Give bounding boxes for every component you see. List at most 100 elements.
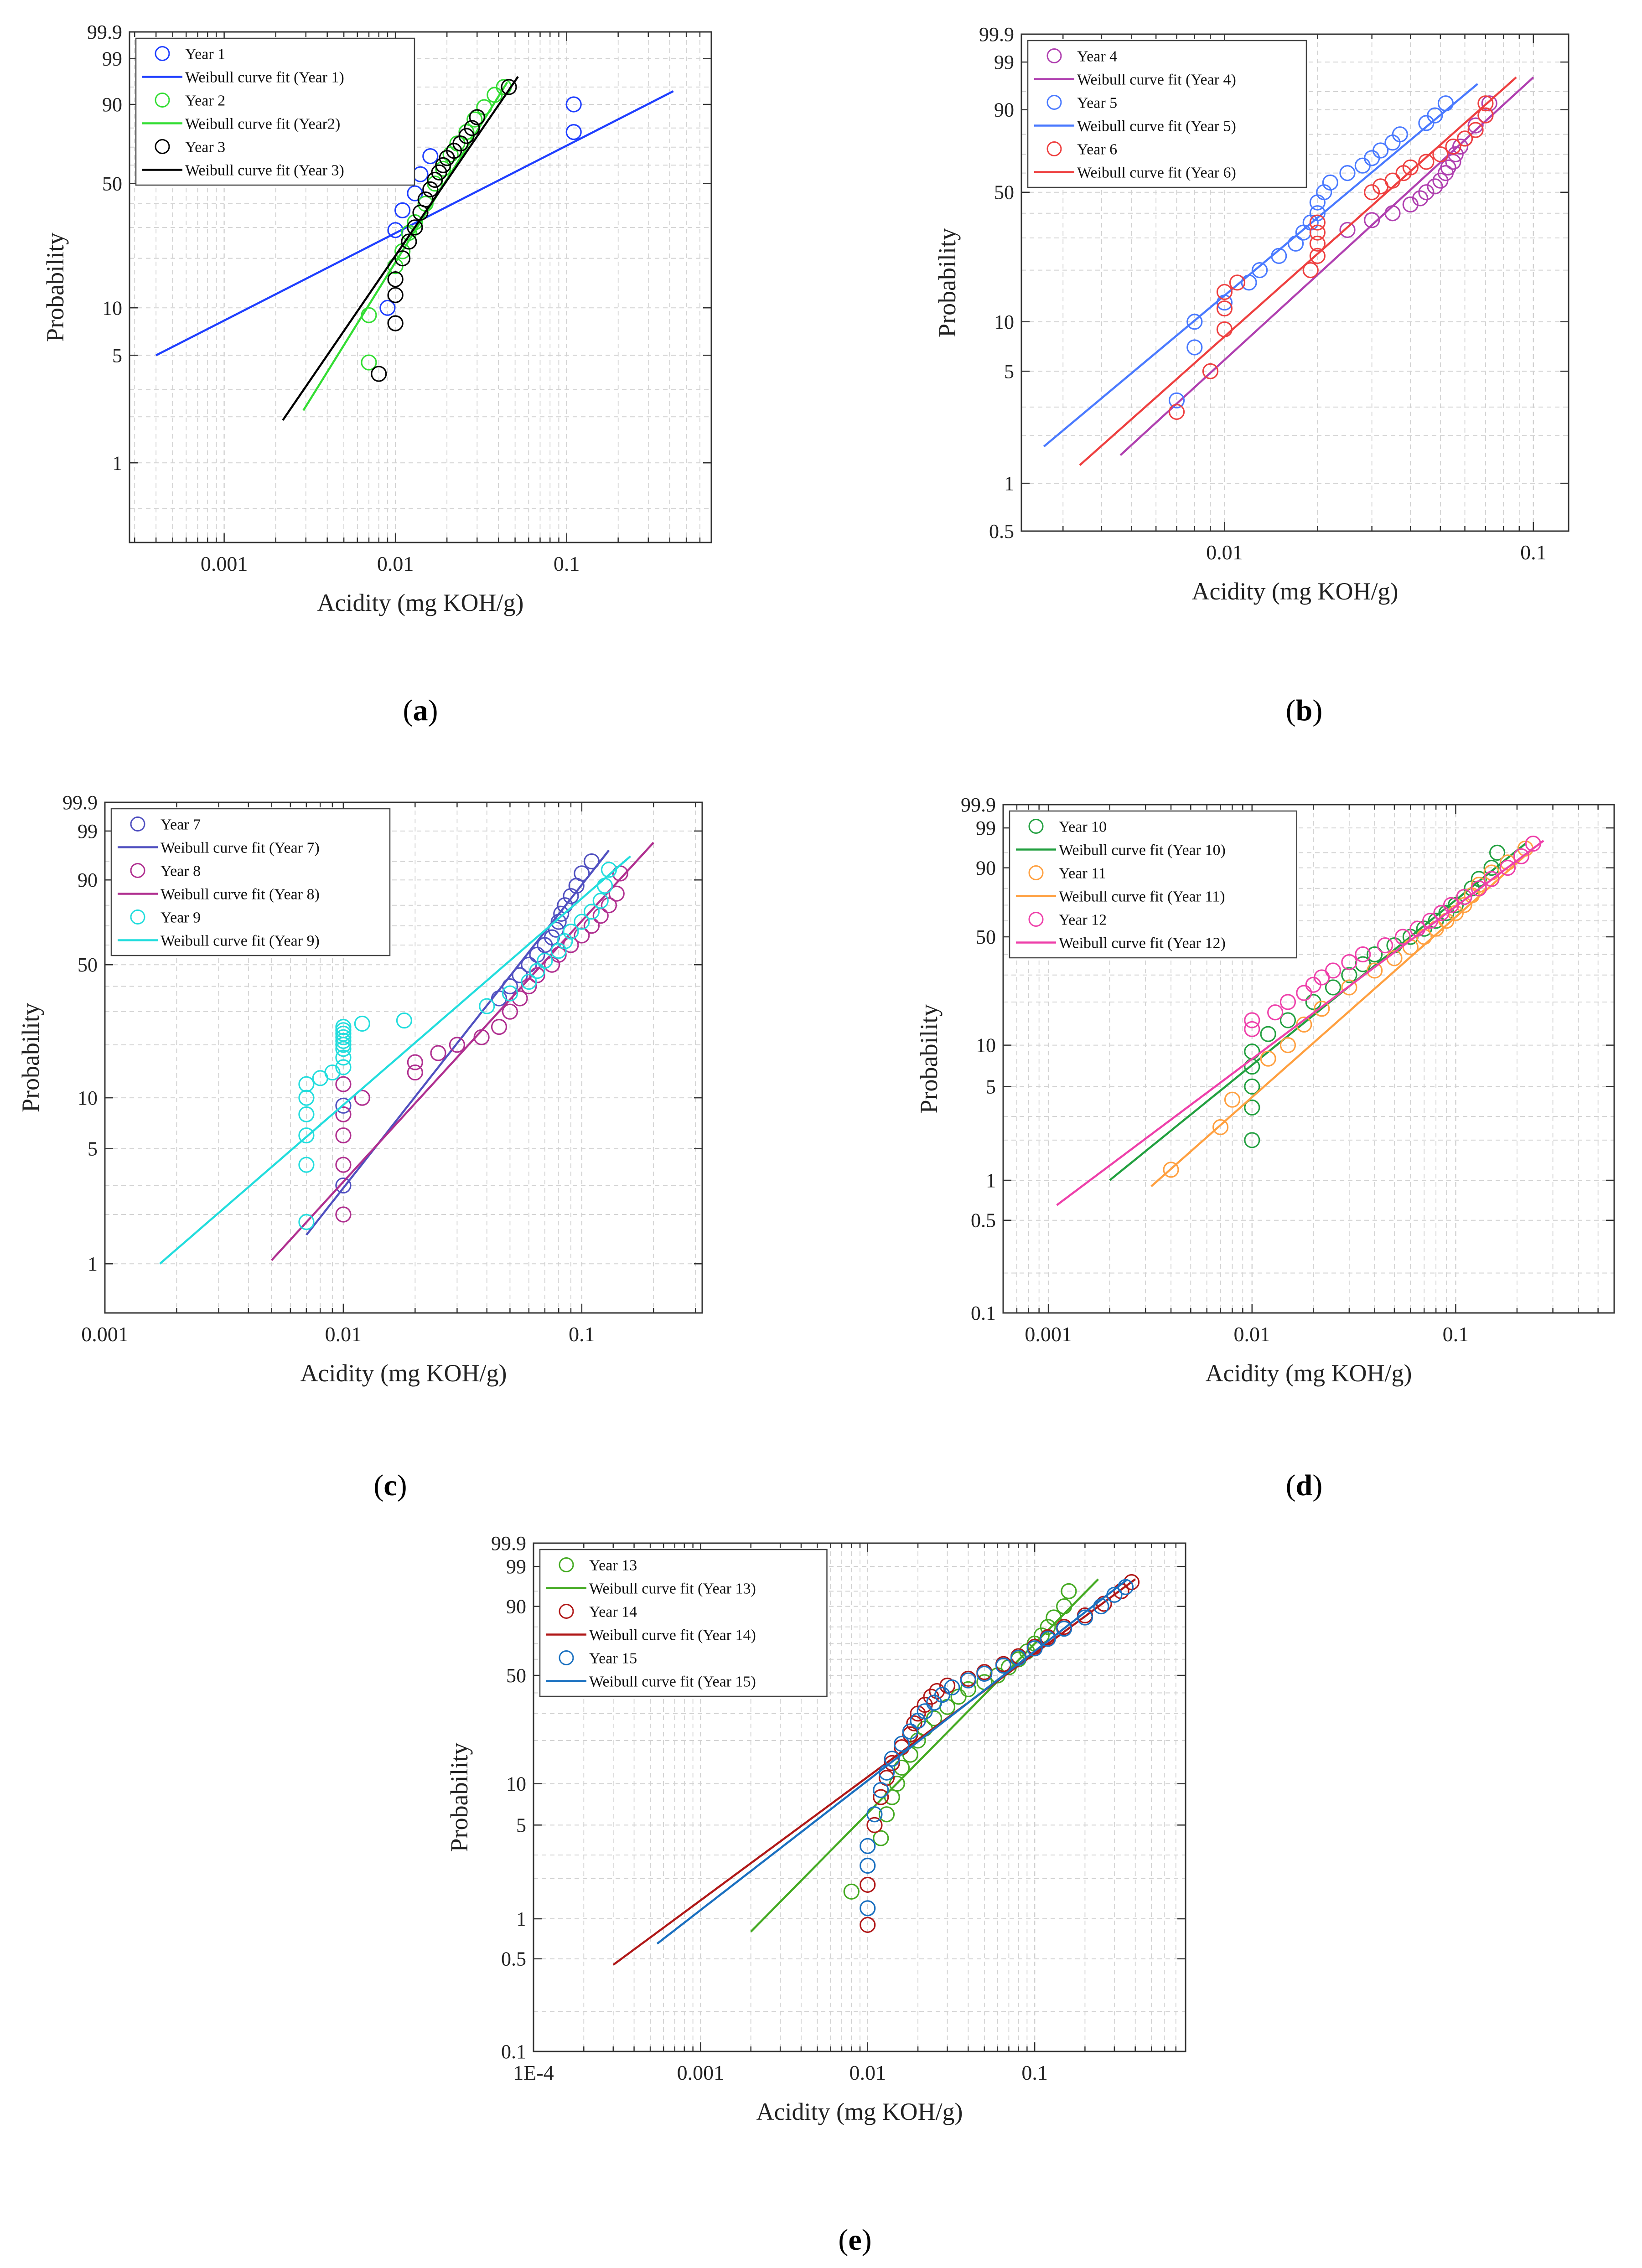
y-tick-label: 10 (506, 1773, 526, 1795)
data-point (335, 1206, 352, 1223)
data-point (1216, 294, 1233, 311)
legend-label: Weibull curve fit (Year 6) (1077, 165, 1236, 181)
panel-label-paren: ) (397, 1469, 407, 1502)
y-tick-label: 5 (112, 344, 122, 367)
fit-line (159, 855, 632, 1265)
panel-label-letter: d (1296, 1469, 1313, 1502)
data-point (929, 1683, 945, 1700)
data-point (1428, 913, 1444, 929)
data-point (574, 927, 590, 944)
data-point (387, 315, 404, 331)
y-tick-label: 10 (994, 311, 1014, 333)
x-axis-label: Acidity (mg KOH/g) (1192, 578, 1399, 605)
series-year-9 (159, 855, 632, 1265)
data-point (1260, 1026, 1276, 1042)
data-point (1267, 1004, 1284, 1021)
data-point (335, 1157, 352, 1173)
x-axis-label: Acidity (mg KOH/g) (317, 589, 524, 616)
data-point (1325, 979, 1342, 996)
legend-marker (155, 93, 170, 108)
data-point (1412, 190, 1429, 207)
data-point (501, 79, 517, 95)
y-tick-label: 0.1 (501, 2041, 526, 2063)
y-tick-label: 1 (88, 1253, 98, 1275)
x-axis-label: Acidity (mg KOH/g) (1206, 1359, 1412, 1387)
plot-area (1043, 76, 1534, 466)
legend-label: Weibull curve fit (Year 7) (161, 840, 320, 857)
data-point (884, 1755, 900, 1771)
x-tick-label: 1E-4 (513, 2061, 554, 2084)
data-point (960, 1672, 976, 1689)
y-tick-label: 99.9 (979, 23, 1014, 46)
plot-area (612, 1574, 1140, 1966)
panel-label-paren: ) (428, 694, 438, 727)
data-point (469, 109, 485, 125)
y-tick-label: 1 (516, 1908, 526, 1930)
data-point (1309, 235, 1326, 252)
x-tick-label: 0.001 (1025, 1323, 1072, 1346)
y-tick-label: 10 (102, 297, 122, 319)
data-point (1471, 871, 1487, 887)
data-point (563, 923, 579, 940)
y-tick-label: 50 (102, 173, 122, 195)
y-tick-label: 99 (102, 48, 122, 70)
data-point (1040, 1631, 1056, 1647)
data-point (1296, 985, 1312, 1001)
data-point (1056, 1621, 1072, 1637)
data-point (335, 1029, 352, 1045)
data-point (1244, 1021, 1260, 1038)
data-point (407, 1054, 423, 1070)
legend-marker (559, 1557, 574, 1572)
data-point (1456, 130, 1473, 147)
data-point (1477, 95, 1494, 112)
data-point (1040, 1619, 1056, 1635)
legend-marker (155, 46, 170, 61)
data-point (995, 1658, 1012, 1674)
data-point (1168, 403, 1185, 420)
panel-label-paren: ( (1286, 694, 1296, 727)
data-point (906, 1715, 922, 1731)
data-point (1341, 979, 1357, 996)
legend-marker (1028, 819, 1044, 834)
data-point (1437, 95, 1454, 112)
data-point (550, 946, 567, 963)
legend-label: Weibull curve fit (Year2) (185, 116, 340, 133)
legend-label: Year 12 (1059, 912, 1107, 929)
data-point (960, 1681, 976, 1697)
series-year-8 (270, 842, 654, 1261)
data-point (843, 1883, 860, 1900)
legend-label: Year 3 (185, 139, 225, 156)
data-point (1409, 920, 1426, 937)
legend-label: Year 13 (589, 1557, 637, 1574)
y-tick-label: 99 (994, 51, 1014, 73)
plot-frame (104, 801, 703, 1314)
legend-label: Weibull curve fit (Year 3) (185, 162, 344, 179)
y-axis-label: Probability (445, 1743, 473, 1852)
data-point (583, 904, 600, 920)
data-point (893, 1759, 910, 1776)
data-point (1443, 897, 1460, 913)
legend-marker (155, 139, 170, 154)
legend-label: Year 11 (1059, 865, 1106, 882)
y-tick-label: 0.1 (971, 1302, 996, 1324)
data-point (1325, 962, 1342, 979)
fit-line (155, 90, 674, 356)
data-point (563, 888, 579, 904)
legend-box (539, 1549, 828, 1697)
y-tick-label: 99 (78, 820, 98, 842)
data-point (1260, 1050, 1276, 1067)
data-point (1061, 1583, 1077, 1599)
y-tick-label: 90 (506, 1596, 526, 1618)
legend-label: Weibull curve fit (Year 11) (1059, 889, 1225, 905)
data-point (298, 1076, 315, 1092)
data-point (1364, 212, 1380, 228)
data-point (608, 885, 625, 902)
data-point (866, 1817, 883, 1834)
legend-label: Year 4 (1077, 48, 1117, 65)
data-point (1445, 138, 1461, 155)
data-point (449, 1037, 466, 1053)
x-tick-label: 0.1 (1021, 2061, 1048, 2084)
y-tick-label: 50 (994, 181, 1014, 204)
